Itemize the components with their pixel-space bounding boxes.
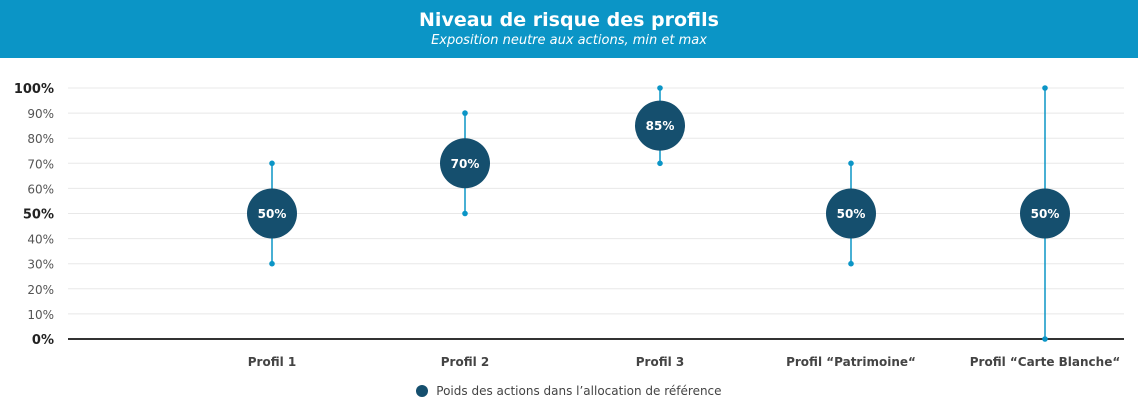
value-bubble: [440, 138, 490, 189]
range-min-point: [462, 210, 468, 217]
value-bubble: [247, 188, 297, 239]
range-max-point: [1042, 85, 1048, 91]
value-bubble: [635, 100, 685, 151]
legend-label: Poids des actions dans l’allocation de r…: [436, 384, 722, 398]
range-max-point: [657, 85, 663, 91]
y-tick-label: 70%: [27, 157, 54, 171]
x-category-label: Profil 1: [248, 355, 297, 369]
x-category-label: Profil 3: [636, 355, 685, 369]
chart-subtitle: Exposition neutre aux actions, min et ma…: [431, 33, 707, 48]
y-tick-label: 50%: [23, 208, 54, 223]
data-label: 50%: [1031, 207, 1060, 221]
chart-title: Niveau de risque des profils: [419, 9, 719, 31]
data-label: 50%: [258, 207, 287, 221]
chart-plot-area: 0% 10% 20% 30% 40% 50% 60% 70% 80% 90% 100% 50% Prof…: [14, 82, 1124, 369]
y-tick-label: 80%: [27, 132, 54, 146]
data-label: 50%: [837, 207, 866, 221]
y-tick-label: 40%: [27, 233, 54, 247]
range-min-point: [1042, 336, 1048, 342]
legend-marker-icon: [416, 384, 429, 397]
range-min-point: [269, 260, 275, 267]
chart-legend[interactable]: Poids des actions dans l’allocation de r…: [0, 382, 1138, 400]
range-max-point: [462, 110, 468, 116]
y-tick-label: 10%: [27, 308, 54, 322]
data-label: 85%: [646, 119, 675, 133]
range-min-point: [848, 260, 854, 267]
y-tick-label: 0%: [32, 333, 54, 348]
range-max-point: [848, 160, 854, 167]
y-tick-label: 90%: [27, 107, 54, 121]
x-category-label: Profil “Carte Blanche“: [970, 355, 1121, 369]
y-tick-label: 100%: [14, 82, 54, 97]
y-tick-label: 60%: [27, 182, 54, 196]
range-min-point: [657, 160, 663, 167]
data-label: 70%: [451, 157, 480, 171]
chart-header: Niveau de risque des profils Exposition …: [0, 0, 1138, 58]
value-bubble: [826, 188, 876, 239]
value-bubble: [1020, 188, 1070, 239]
x-category-label: Profil 2: [441, 355, 490, 369]
y-tick-label: 20%: [27, 283, 54, 297]
x-category-label: Profil “Patrimoine“: [786, 355, 916, 369]
y-tick-label: 30%: [27, 258, 54, 272]
range-max-point: [269, 160, 275, 167]
